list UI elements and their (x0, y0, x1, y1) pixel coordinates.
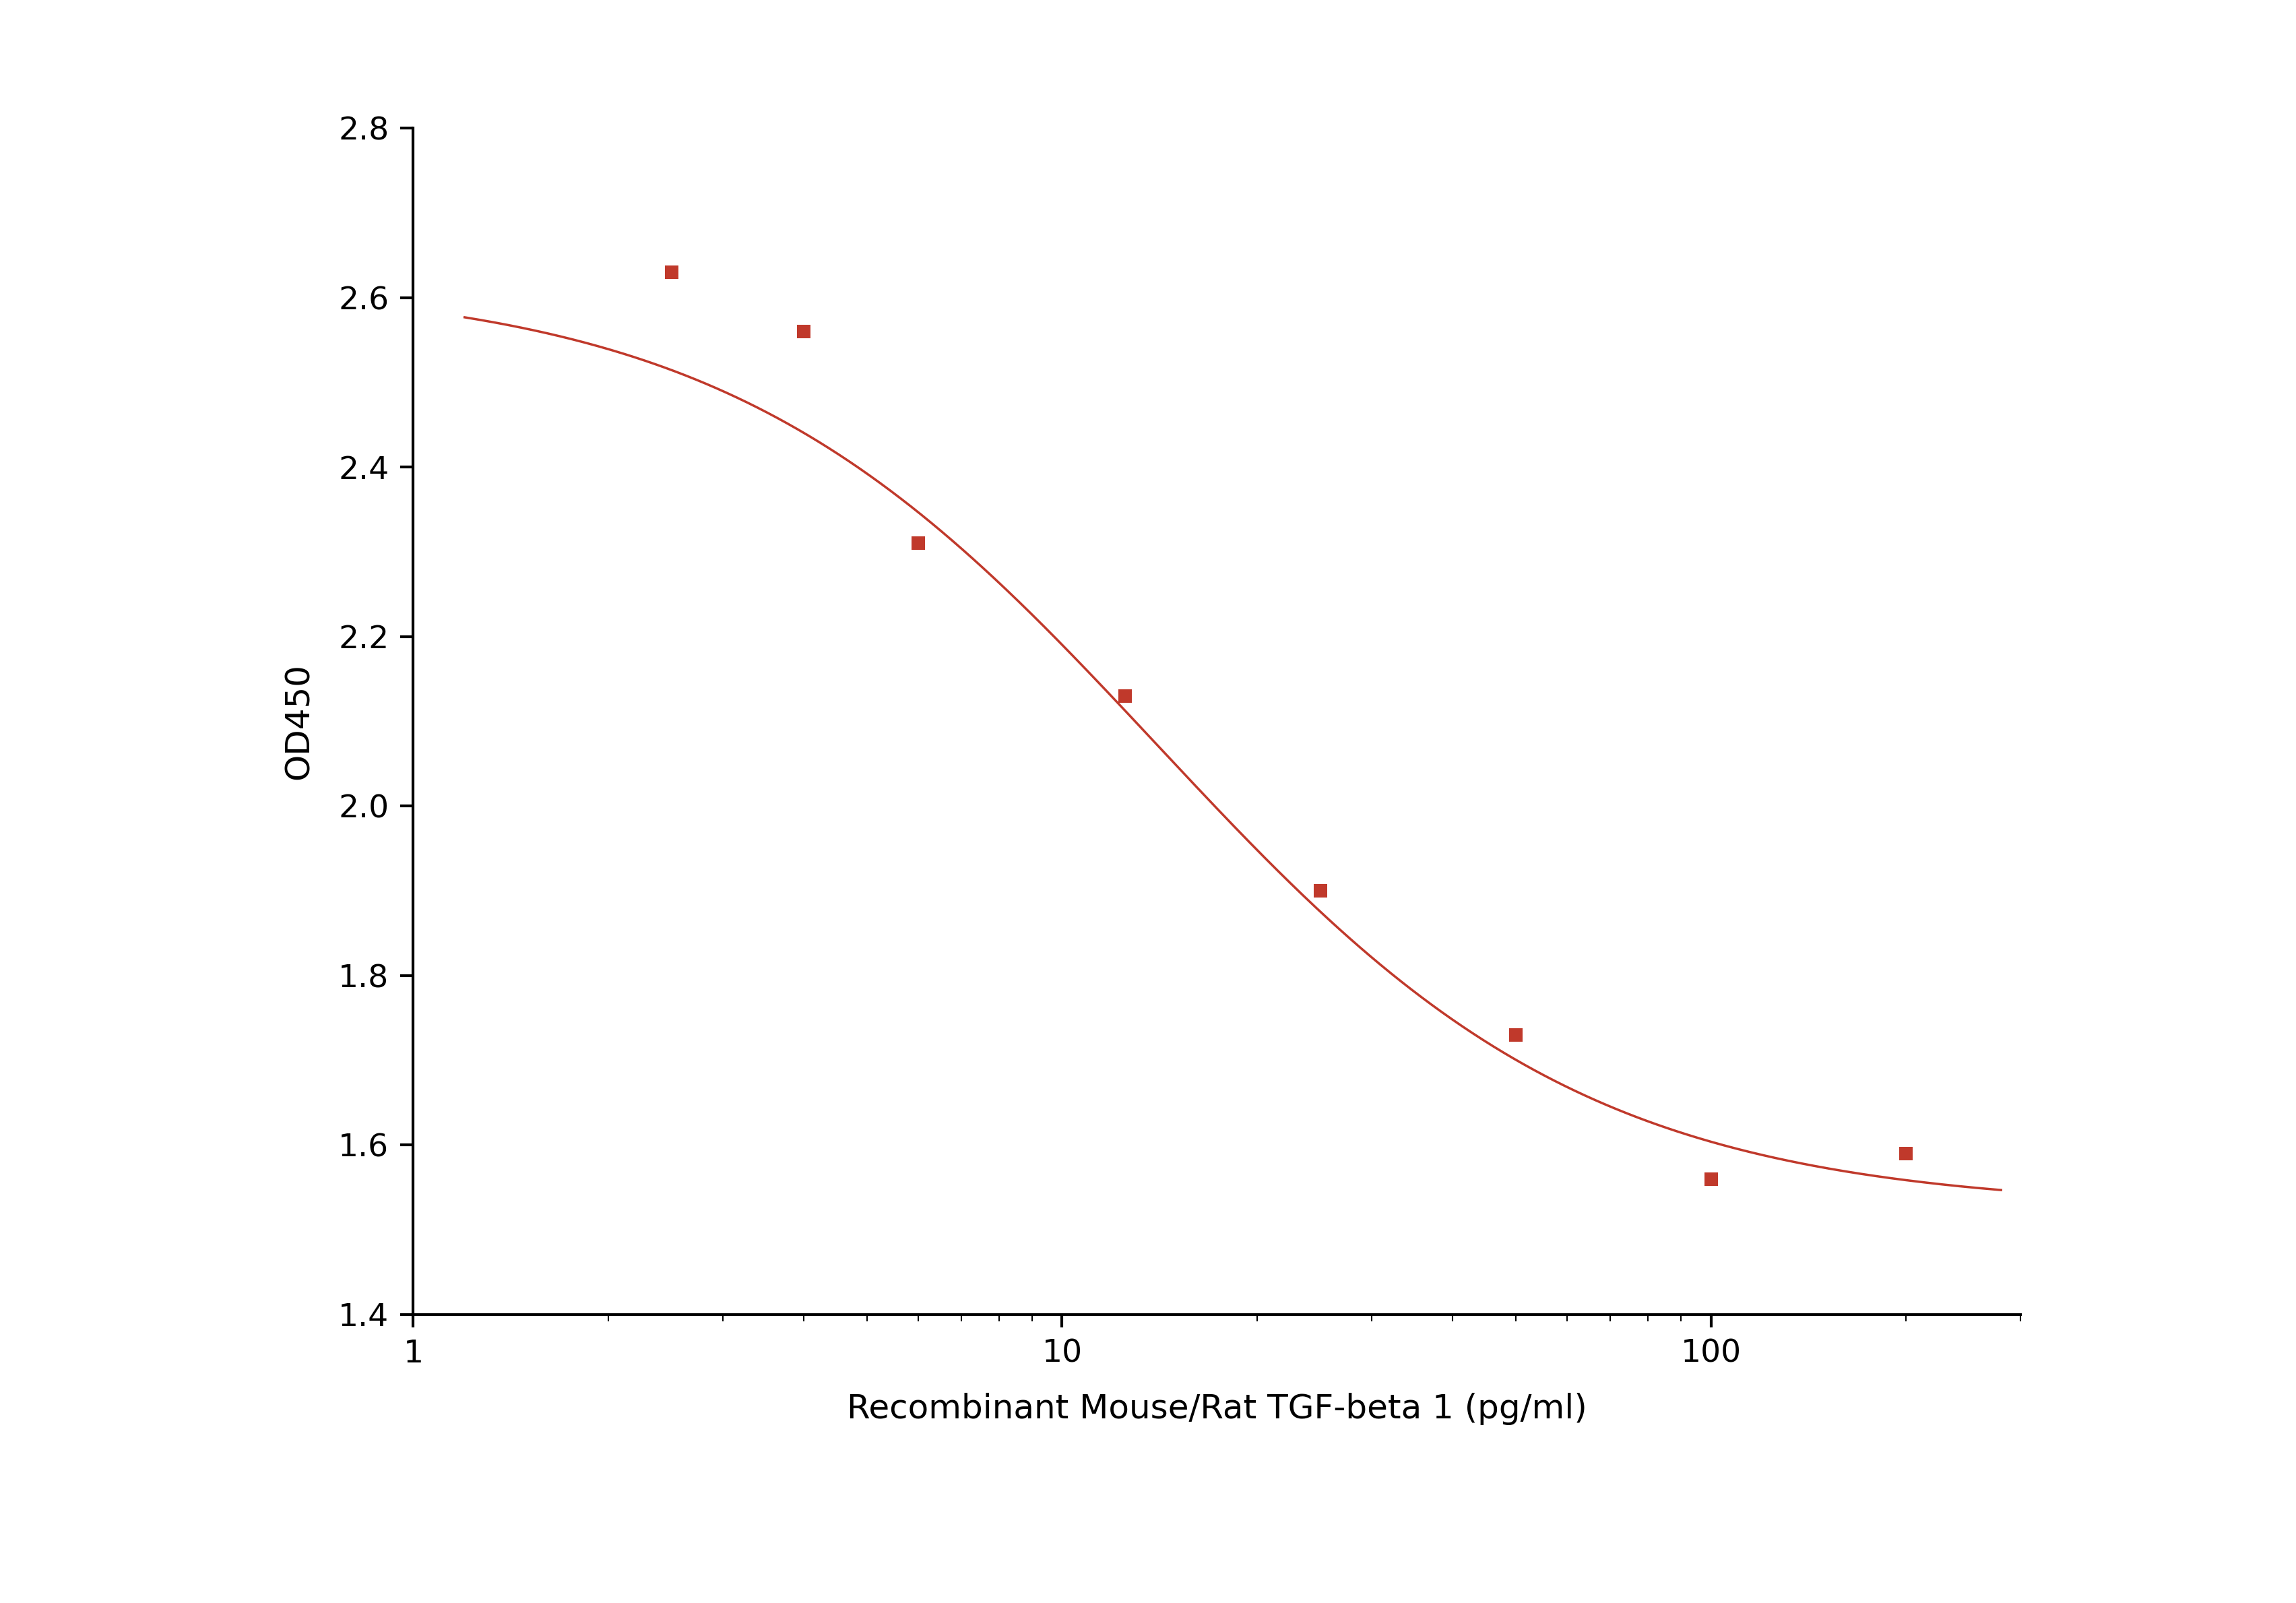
X-axis label: Recombinant Mouse/Rat TGF-beta 1 (pg/ml): Recombinant Mouse/Rat TGF-beta 1 (pg/ml) (847, 1393, 1587, 1425)
Point (1107, 683, 1143, 709)
Point (652, 260, 689, 285)
Point (1497, 1023, 1534, 1048)
Point (1302, 878, 1339, 904)
Point (900, 531, 937, 556)
Y-axis label: OD450: OD450 (282, 664, 315, 779)
Point (1692, 1165, 1729, 1191)
Point (1887, 1141, 1924, 1167)
Point (785, 319, 822, 345)
